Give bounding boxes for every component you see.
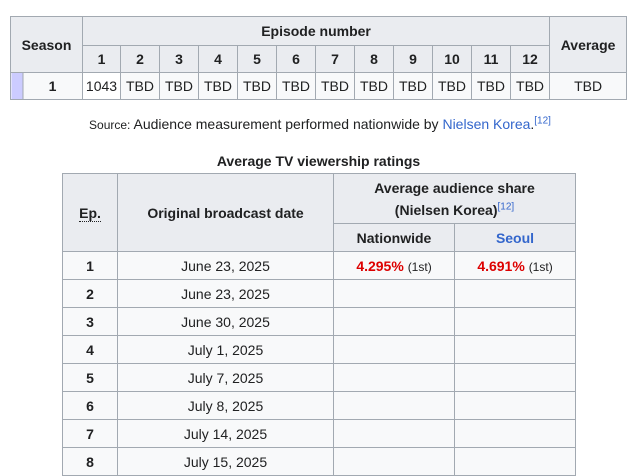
reference-link[interactable]: [12] <box>497 200 515 212</box>
episode-number-2: 2 <box>120 45 160 73</box>
episode-number-11: 11 <box>471 45 511 73</box>
episode-number: 4 <box>62 335 118 364</box>
episode-number: 8 <box>62 447 118 476</box>
broadcast-date-header: Original broadcast date <box>117 173 334 252</box>
episode-number: 3 <box>62 307 118 336</box>
episode-value: TBD <box>509 72 551 100</box>
ratings-table-caption: Average TV viewership ratings <box>216 153 421 169</box>
broadcast-date: July 14, 2025 <box>117 419 334 448</box>
episode-number: 2 <box>62 279 118 308</box>
episode-number: 5 <box>62 363 118 392</box>
table-row: 8 July 15, 2025 <box>62 447 576 476</box>
episode-number-7: 7 <box>315 45 355 73</box>
broadcast-date: July 15, 2025 <box>117 447 334 476</box>
seoul-rating-cell: 4.691% (1st) <box>454 251 576 280</box>
episode-value: TBD <box>471 72 511 100</box>
table-row: 1 June 23, 2025 4.295% (1st) 4.691% (1st) <box>62 251 576 280</box>
seoul-rating-cell <box>454 307 576 336</box>
episode-number-3: 3 <box>159 45 199 73</box>
average-share-title: Average audience share <box>374 179 535 196</box>
episode-value: TBD <box>198 72 238 100</box>
seoul-rating: 4.691% <box>477 257 525 274</box>
nationwide-rating-cell: 4.295% (1st) <box>333 251 455 280</box>
viewership-ratings-table: Ep. Original broadcast date Average audi… <box>62 173 576 476</box>
broadcast-date: July 8, 2025 <box>117 391 334 420</box>
nationwide-rating-cell <box>333 447 455 476</box>
source-label: Source: <box>89 118 131 132</box>
nationwide-rating-cell <box>333 419 455 448</box>
nationwide-rating-cell <box>333 335 455 364</box>
broadcast-date: June 23, 2025 <box>117 279 334 308</box>
seoul-rating-cell <box>454 279 576 308</box>
episode-number: 6 <box>62 391 118 420</box>
reference-link[interactable]: [12] <box>534 115 551 127</box>
episode-value: TBD <box>315 72 355 100</box>
nationwide-header: Nationwide <box>333 223 455 252</box>
source-note: Source: Audience measurement performed n… <box>0 116 640 132</box>
broadcast-date: July 1, 2025 <box>117 335 334 364</box>
episode-value: 1043 <box>82 72 121 100</box>
seoul-header[interactable]: Seoul <box>454 223 576 252</box>
seoul-rating-cell <box>454 419 576 448</box>
source-period: . <box>530 116 535 132</box>
episode-number-5: 5 <box>237 45 277 73</box>
episode-value: TBD <box>276 72 316 100</box>
broadcast-date: June 30, 2025 <box>117 307 334 336</box>
episode-value: TBD <box>393 72 433 100</box>
episode-number: 7 <box>62 419 118 448</box>
episode-value: TBD <box>159 72 199 100</box>
table-row: 5 July 7, 2025 <box>62 363 576 392</box>
episode-column-header: Ep. <box>62 173 118 252</box>
episode-number-12: 12 <box>509 45 551 73</box>
seoul-rank: (1st) <box>528 259 553 274</box>
nationwide-rating-cell <box>333 363 455 392</box>
broadcast-date: June 23, 2025 <box>117 251 334 280</box>
seoul-rating-cell <box>454 335 576 364</box>
nationwide-rating-cell <box>333 279 455 308</box>
episode-number-10: 10 <box>432 45 472 73</box>
season-value: 1 <box>48 78 57 94</box>
season-episodes-table: Season Episode number Average 1 2 3 4 5 … <box>10 16 628 100</box>
average-share-subtitle: (Nielsen Korea) <box>394 201 498 218</box>
seoul-rating-cell <box>454 363 576 392</box>
nationwide-rating: 4.295% <box>356 257 404 274</box>
episode-value: TBD <box>237 72 277 100</box>
table-row: 3 June 30, 2025 <box>62 307 576 336</box>
source-text: Audience measurement performed nationwid… <box>133 116 439 132</box>
seoul-rating-cell <box>454 391 576 420</box>
seoul-rating-cell <box>454 447 576 476</box>
episode-number-8: 8 <box>354 45 394 73</box>
broadcast-date: July 7, 2025 <box>117 363 334 392</box>
table-row: 1 1043 TBD TBD TBD TBD TBD TBD TBD TBD T… <box>10 72 628 100</box>
episode-number: 1 <box>62 251 118 280</box>
table-row: 6 July 8, 2025 <box>62 391 576 420</box>
average-value: TBD <box>549 72 628 100</box>
table-row: 2 June 23, 2025 <box>62 279 576 308</box>
nationwide-rating-cell <box>333 391 455 420</box>
episode-abbr[interactable]: Ep. <box>79 204 101 222</box>
nielsen-korea-link[interactable]: Nielsen Korea <box>442 116 531 132</box>
episode-value: TBD <box>120 72 160 100</box>
average-share-header: Average audience share (Nielsen Korea)[1… <box>333 173 576 224</box>
episode-value: TBD <box>354 72 394 100</box>
episode-number-6: 6 <box>276 45 316 73</box>
average-header: Average <box>549 16 628 73</box>
episode-value: TBD <box>432 72 472 100</box>
episode-number-header: Episode number <box>81 16 551 46</box>
season-cell: 1 <box>10 72 83 100</box>
table-row: 4 July 1, 2025 <box>62 335 576 364</box>
nationwide-rating-cell <box>333 307 455 336</box>
nationwide-rank: (1st) <box>407 259 432 274</box>
season-header: Season <box>10 16 83 73</box>
episode-number-9: 9 <box>393 45 433 73</box>
episode-number-1: 1 <box>82 45 121 73</box>
episode-number-4: 4 <box>198 45 238 73</box>
table-row: 7 July 14, 2025 <box>62 419 576 448</box>
